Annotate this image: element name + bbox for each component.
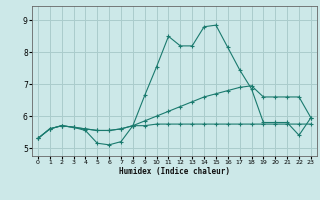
X-axis label: Humidex (Indice chaleur): Humidex (Indice chaleur) — [119, 167, 230, 176]
